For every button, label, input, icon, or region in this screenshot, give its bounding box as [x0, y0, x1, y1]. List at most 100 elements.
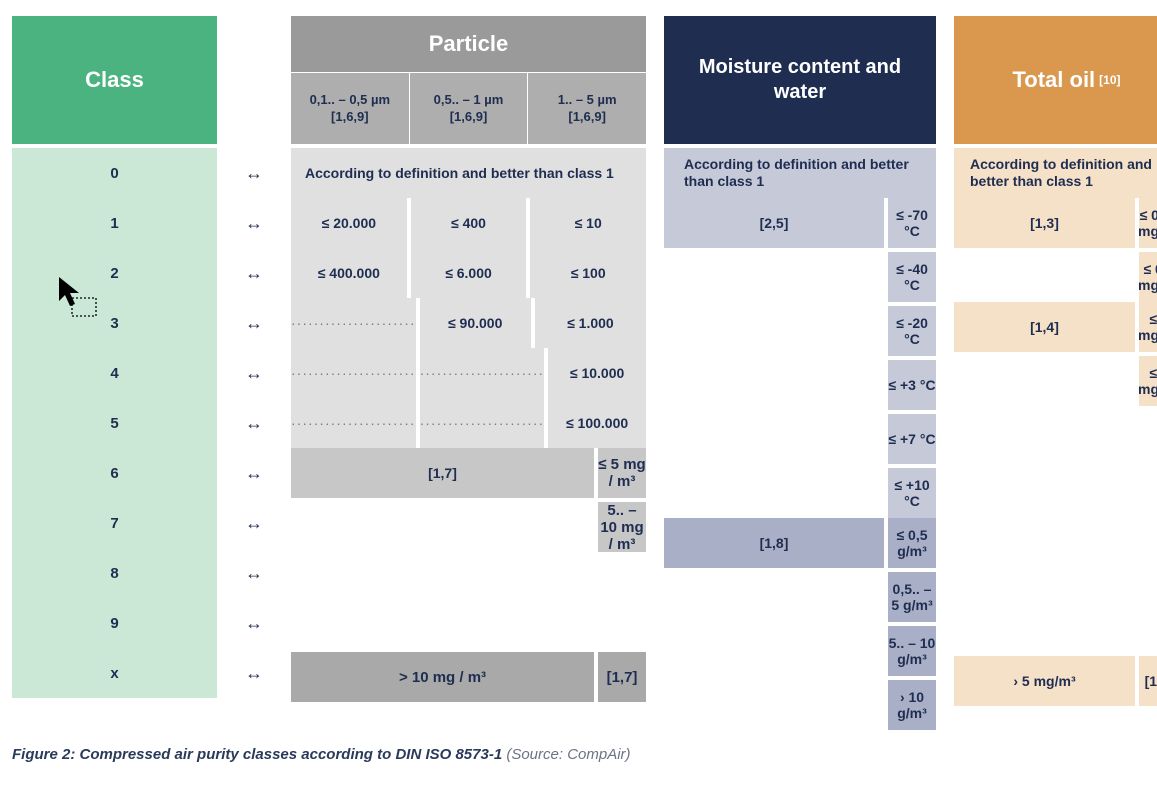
oil-value: ≤ 5 mg/m³	[1139, 356, 1157, 406]
purity-table: Class 0 1 2 3 4 5 6 7 8 9 x ↔ ↔ ↔ ↔ ↔ ↔ …	[12, 16, 1145, 730]
arrow-icon: ↔	[235, 548, 273, 598]
arrow-icon: ↔	[235, 398, 273, 448]
particle-value: ······················	[291, 398, 416, 448]
particle-row: ······················ ≤ 90.000 ≤ 1.000	[291, 298, 646, 348]
moisture-value: ≤ +3 °C	[888, 360, 936, 410]
class-label: 8	[12, 548, 217, 598]
header-oil: Total oil[10]	[954, 16, 1157, 144]
particle-value: > 10 mg / m³	[291, 652, 594, 702]
particle-row: ≤ 400.000 ≤ 6.000 ≤ 100	[291, 248, 646, 298]
footnote-ref: [1,8]	[664, 518, 884, 568]
arrow-icon: ↔	[235, 248, 273, 298]
moisture-value: 5.. – 10 g/m³	[888, 626, 936, 676]
particle-value: ≤ 10	[530, 198, 646, 248]
particle-value: ≤ 100.000	[548, 398, 646, 448]
footnote-ref: [1,7]	[291, 448, 594, 498]
particle-row: ······················ ·················…	[291, 398, 646, 448]
class-label: 6	[12, 448, 217, 498]
oil-empty	[954, 556, 1157, 606]
particle-value: ≤ 20.000	[291, 198, 407, 248]
footnote-ref: [1,7]	[598, 652, 646, 702]
moisture-value: › 10 g/m³	[888, 680, 936, 730]
moisture-class0: According to definition and better than …	[664, 148, 936, 198]
particle-merged-67: ≤ 5 mg / m³ [1,7] 5.. – 10 mg / m³	[291, 448, 646, 552]
footnote-ref: [1,3]	[954, 198, 1135, 248]
moisture-value: ≤ +7 °C	[888, 414, 936, 464]
arrow-icon: ↔	[235, 648, 273, 698]
arrow-icon: ↔	[235, 198, 273, 248]
footnote-ref: [1,4]	[954, 302, 1135, 352]
header-moisture: Moisture content and water	[664, 16, 936, 144]
particle-value: ≤ 6.000	[411, 248, 527, 298]
header-class: Class	[12, 16, 217, 144]
oil-empty	[954, 406, 1157, 456]
particle-row: ······················ ·················…	[291, 348, 646, 398]
moisture-block1: ≤ -70 °C [2,5] ≤ -40 °C ≤ -20 °C ≤ +3 °C…	[664, 198, 936, 518]
particle-empty	[291, 552, 646, 602]
class-label: 7	[12, 498, 217, 548]
particle-merged-value: 5.. – 10 mg / m³	[598, 502, 646, 552]
class-label: 4	[12, 348, 217, 398]
moisture-block2: ≤ 0,5 g/m³ [1,8] 0,5.. – 5 g/m³ 5.. – 10…	[664, 518, 936, 730]
particle-value: ······················	[420, 398, 545, 448]
footnote-ref: [1,6,9]	[568, 109, 606, 125]
particle-value: ≤ 400	[411, 198, 527, 248]
arrow-icon: ↔	[235, 348, 273, 398]
particle-subheader: 0,1.. – 0,5 µm[1,6,9] 0,5.. – 1 µm[1,6,9…	[291, 73, 646, 144]
footnote-ref: [10]	[1099, 73, 1120, 87]
oil-empty	[954, 456, 1157, 506]
moisture-column: Moisture content and water According to …	[664, 16, 936, 730]
oil-value: ≤ 1 mg/m³	[1139, 302, 1157, 352]
oil-empty	[954, 606, 1157, 656]
particle-merged-value: ≤ 5 mg / m³	[598, 448, 646, 498]
particle-value: ≤ 100	[530, 248, 646, 298]
footnote-ref: [2,5]	[664, 198, 884, 248]
particle-value: ······················	[420, 348, 545, 398]
particle-column: Particle 0,1.. – 0,5 µm[1,6,9] 0,5.. – 1…	[291, 16, 646, 730]
particle-row: ≤ 20.000 ≤ 400 ≤ 10	[291, 198, 646, 248]
particle-range: 0,5.. – 1 µm	[434, 92, 504, 108]
particle-value: ≤ 1.000	[535, 298, 646, 348]
particle-value: ······················	[291, 348, 416, 398]
moisture-value: ≤ -40 °C	[888, 252, 936, 302]
class-label: 0	[12, 148, 217, 198]
arrow-icon: ↔	[235, 448, 273, 498]
header-particle: Particle	[291, 16, 646, 72]
class-label: 2	[12, 248, 217, 298]
particle-value: ≤ 10.000	[548, 348, 646, 398]
oil-empty	[954, 506, 1157, 556]
arrow-icon: ↔	[235, 148, 273, 198]
figure-caption: Figure 2: Compressed air purity classes …	[12, 746, 1145, 763]
moisture-value: ≤ 0,5 g/m³	[888, 518, 936, 568]
arrow-icon: ↔	[235, 298, 273, 348]
class-column: Class 0 1 2 3 4 5 6 7 8 9 x	[12, 16, 217, 730]
class-label: 5	[12, 398, 217, 448]
footnote-ref: [1,6,9]	[450, 109, 488, 125]
caption-title: Figure 2: Compressed air purity classes …	[12, 746, 502, 763]
oil-block2: ≤ 1 mg/m³ [1,4] ≤ 5 mg/m³	[954, 302, 1157, 406]
caption-source: (Source: CompAir)	[506, 746, 630, 763]
oil-column: Total oil[10] According to definition an…	[954, 16, 1157, 730]
class-label: 9	[12, 598, 217, 648]
particle-value: ······················	[291, 298, 416, 348]
oil-value: ≤ 0,01 mg/m³	[1139, 198, 1157, 248]
oil-row-x: › 5 mg/m³ [1,4]	[954, 656, 1157, 706]
moisture-value: ≤ -20 °C	[888, 306, 936, 356]
footnote-ref: [1,6,9]	[331, 109, 369, 125]
moisture-value: ≤ -70 °C	[888, 198, 936, 248]
footnote-ref: [1,4]	[1139, 656, 1157, 706]
class-label: 3	[12, 298, 217, 348]
class-label: 1	[12, 198, 217, 248]
arrow-icon: ↔	[235, 498, 273, 548]
particle-empty	[291, 602, 646, 652]
class-label: x	[12, 648, 217, 698]
arrow-column: ↔ ↔ ↔ ↔ ↔ ↔ ↔ ↔ ↔ ↔ ↔	[235, 16, 273, 730]
particle-range: 0,1.. – 0,5 µm	[310, 92, 390, 108]
oil-value: ≤ 0,1 mg/m³	[1139, 252, 1157, 302]
particle-row-x: > 10 mg / m³ [1,7]	[291, 652, 646, 702]
oil-block1: ≤ 0,01 mg/m³ [1,3] ≤ 0,1 mg/m³	[954, 198, 1157, 302]
particle-value: ≤ 90.000	[420, 298, 531, 348]
particle-class0: According to definition and better than …	[291, 148, 646, 198]
particle-range: 1.. – 5 µm	[558, 92, 617, 108]
moisture-value: ≤ +10 °C	[888, 468, 936, 518]
